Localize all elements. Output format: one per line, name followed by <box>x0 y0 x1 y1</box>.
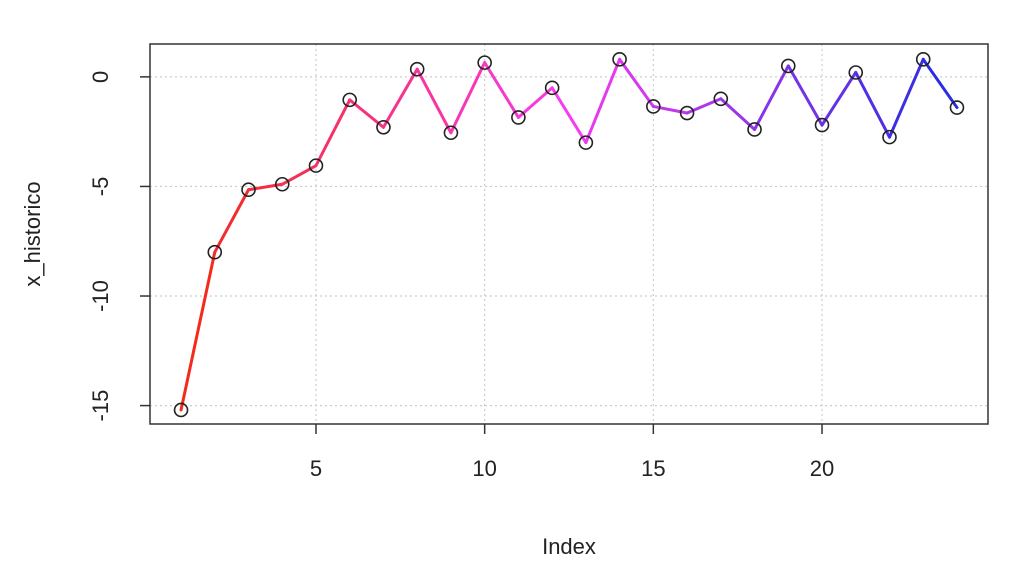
point <box>578 135 594 150</box>
point <box>780 58 796 74</box>
line-segment <box>516 86 554 119</box>
point <box>409 61 425 77</box>
x-tick-label: 5 <box>310 456 322 481</box>
line-segment <box>381 67 419 129</box>
line-segment <box>314 98 352 168</box>
line-segment <box>618 57 655 108</box>
x-axis-label: Index <box>542 534 596 559</box>
line-segment <box>213 188 251 254</box>
line-segment <box>483 61 520 119</box>
line-segment <box>449 61 487 135</box>
line-segment <box>854 70 891 139</box>
point <box>376 119 391 135</box>
line-segment <box>550 86 588 145</box>
y-axis-label: x_historico <box>20 181 45 286</box>
x-tick-label: 15 <box>641 456 665 481</box>
point <box>274 176 290 192</box>
line-segment <box>753 64 790 131</box>
point <box>713 91 729 107</box>
y-tick-label: -15 <box>88 390 113 422</box>
point <box>207 244 223 260</box>
point <box>915 52 931 67</box>
plot-frame <box>149 43 989 425</box>
line-segment <box>887 57 925 139</box>
line-segment <box>584 57 622 145</box>
point <box>173 402 189 418</box>
point <box>747 122 762 137</box>
line-segment <box>820 70 858 127</box>
y-tick-label: 0 <box>88 71 113 83</box>
point <box>443 125 459 141</box>
line-segment <box>179 250 217 412</box>
line-segment <box>247 182 284 192</box>
point <box>241 182 256 198</box>
point <box>814 117 830 133</box>
y-tick-label: -10 <box>88 280 113 312</box>
point <box>882 129 897 145</box>
point <box>848 65 864 80</box>
x-tick-label: 10 <box>472 456 496 481</box>
point <box>679 105 695 121</box>
point <box>477 55 492 70</box>
line-segment <box>921 57 959 110</box>
y-tick-label: -5 <box>88 177 113 197</box>
line-segment <box>719 97 757 131</box>
line-segment <box>786 64 824 127</box>
x-tick-label: 20 <box>810 456 834 481</box>
point <box>544 80 560 96</box>
point <box>949 100 965 115</box>
point <box>342 92 358 108</box>
point <box>646 99 661 114</box>
point <box>612 52 627 67</box>
line-segment <box>415 67 453 135</box>
point <box>511 110 526 125</box>
line-segment <box>685 97 723 115</box>
point <box>308 158 324 173</box>
